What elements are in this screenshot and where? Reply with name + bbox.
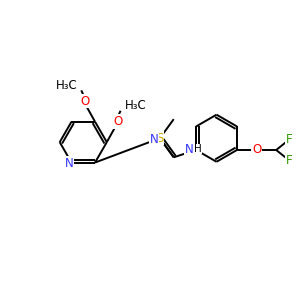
Text: H₃C: H₃C bbox=[56, 79, 77, 92]
Text: F: F bbox=[286, 154, 292, 167]
Text: F: F bbox=[286, 133, 292, 146]
Text: H: H bbox=[194, 144, 202, 154]
Text: H₃C: H₃C bbox=[124, 99, 146, 112]
Text: S: S bbox=[156, 132, 164, 145]
Text: N: N bbox=[185, 142, 194, 155]
Text: O: O bbox=[252, 143, 261, 157]
Text: O: O bbox=[113, 115, 122, 128]
Text: O: O bbox=[81, 94, 90, 108]
Text: N: N bbox=[150, 133, 158, 146]
Text: N: N bbox=[65, 157, 74, 170]
